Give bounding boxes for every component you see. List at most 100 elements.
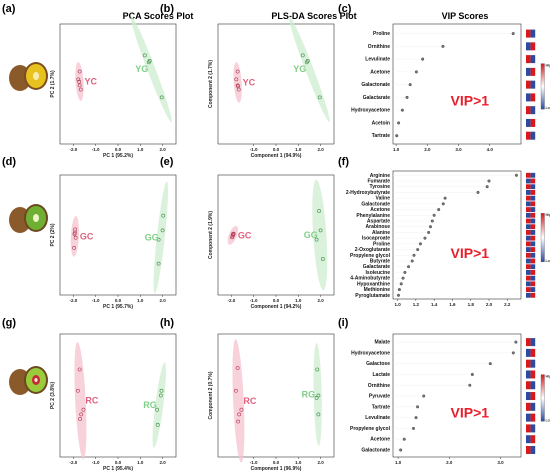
metabolite-label: Fumarate bbox=[367, 179, 390, 185]
color-scale-bar-i bbox=[540, 374, 545, 422]
heat-cell-a bbox=[526, 184, 531, 190]
point-rc bbox=[237, 412, 242, 417]
kiwi-green-illustration bbox=[9, 204, 48, 233]
vip-point bbox=[403, 270, 407, 274]
metabolite-label: Galactonate bbox=[361, 447, 390, 453]
x-tick-label-d: 1.0 bbox=[137, 298, 144, 303]
heat-cell-a bbox=[526, 118, 531, 127]
x-tick-label-d: 2.0 bbox=[159, 298, 166, 303]
group-label-yg: YG bbox=[135, 64, 148, 74]
heat-cell-b bbox=[530, 281, 536, 287]
confidence-ellipse-gg bbox=[153, 181, 169, 294]
group-label-yc: YC bbox=[84, 77, 97, 87]
vip-x-tick-label-i: 1.0 bbox=[395, 460, 402, 465]
vip-x-tick-label-f: 2.0 bbox=[486, 302, 493, 307]
metabolite-label: 2-Hydroxybutyrate bbox=[346, 190, 390, 196]
heat-cell-a bbox=[526, 29, 531, 38]
y-axis-label-h: Component 2 (0.7%) bbox=[208, 371, 214, 419]
heat-cell-b bbox=[530, 67, 536, 76]
metabolite-label: Galactonate bbox=[361, 201, 390, 207]
heat-cell-a bbox=[526, 281, 531, 287]
x-tick-label-e: 2.0 bbox=[317, 298, 324, 303]
heat-cell-a bbox=[526, 55, 531, 64]
vip-point bbox=[514, 340, 518, 344]
vip-point bbox=[412, 253, 416, 257]
group-label-yc: YC bbox=[243, 77, 256, 87]
heat-cell-a bbox=[526, 252, 531, 258]
heat-cell-a bbox=[526, 370, 531, 379]
vip-point bbox=[414, 70, 418, 74]
point-gg bbox=[161, 213, 166, 218]
pca-column-title: PCA Scores Plot bbox=[123, 11, 194, 21]
x-tick-label-a: 1.0 bbox=[137, 147, 144, 152]
point-rc bbox=[79, 412, 84, 417]
point-rg bbox=[316, 412, 321, 417]
heat-cell-b bbox=[530, 42, 536, 51]
vip-x-tick-label-f: 2.2 bbox=[504, 302, 511, 307]
metabolite-label: Lactate bbox=[372, 372, 390, 378]
point-gg bbox=[160, 228, 165, 233]
point-yc bbox=[78, 87, 83, 92]
kiwi-red-illustration bbox=[9, 366, 48, 395]
group-label-yg: YG bbox=[293, 64, 306, 74]
metabolite-label: Hydroxyacetone bbox=[351, 108, 390, 114]
heat-cell-b bbox=[530, 172, 536, 178]
metabolite-label: Isoleucine bbox=[366, 270, 391, 276]
vip-point bbox=[414, 416, 418, 420]
color-scale-high: High bbox=[546, 375, 550, 379]
color-scale-high: High bbox=[546, 213, 550, 217]
heat-cell-a bbox=[526, 218, 531, 224]
x-tick-label-a: 0.0 bbox=[115, 147, 122, 152]
vip-threshold-label-f: VIP>1 bbox=[451, 245, 490, 261]
heat-cell-a bbox=[526, 424, 531, 433]
point-rg bbox=[155, 407, 159, 412]
vip-point bbox=[416, 405, 420, 409]
metabolite-label: Galactose bbox=[366, 361, 390, 367]
metabolite-label: Hypoxanthine bbox=[357, 281, 390, 287]
confidence-ellipse-rg bbox=[152, 362, 166, 448]
heat-cell-a bbox=[526, 402, 531, 411]
metabolite-label: 2-Oxoglutarate bbox=[355, 247, 391, 253]
point-yc bbox=[77, 69, 82, 74]
metabolite-label: Acetoin bbox=[372, 120, 390, 126]
heat-cell-b bbox=[530, 201, 536, 207]
heat-cell-a bbox=[526, 247, 531, 252]
heat-cell-a bbox=[526, 230, 531, 235]
vip-threshold-label-i: VIP>1 bbox=[451, 405, 490, 421]
vip-point bbox=[487, 179, 491, 183]
vip-point bbox=[432, 213, 436, 217]
point-rc bbox=[239, 407, 244, 412]
metabolite-label: 4-Aminobutyrate bbox=[350, 276, 390, 282]
heat-cell-b bbox=[530, 195, 536, 201]
heat-cell-b bbox=[530, 445, 536, 454]
vip-point bbox=[400, 108, 404, 112]
vip-x-tick-label-c: 2.0 bbox=[424, 147, 431, 152]
metabolite-label: Levulinate bbox=[365, 57, 390, 63]
point-gg bbox=[320, 257, 325, 261]
metabolite-label: Propylene glycol bbox=[350, 253, 391, 259]
confidence-ellipse-rc bbox=[74, 342, 87, 460]
heat-cell-a bbox=[526, 42, 531, 51]
metabolite-label: Proline bbox=[373, 31, 390, 37]
heat-cell-b bbox=[530, 424, 536, 433]
y-axis-label-e: Component 2 (1.9%) bbox=[208, 211, 214, 259]
heat-cell-a bbox=[526, 80, 531, 89]
x-tick-label-d: -2.0 bbox=[70, 298, 78, 303]
vip-point bbox=[397, 288, 401, 292]
kiwi-yellow-illustration bbox=[9, 62, 48, 91]
vip-point bbox=[441, 44, 445, 48]
panel-label-h: (h) bbox=[160, 317, 174, 329]
color-scale-low: Low bbox=[546, 106, 550, 110]
vip-point bbox=[395, 134, 399, 138]
panel-label-e: (e) bbox=[160, 156, 174, 168]
x-tick-label-g: 0.0 bbox=[115, 460, 122, 465]
point-gg bbox=[156, 261, 161, 266]
heat-cell-b bbox=[530, 392, 536, 401]
x-tick-label-d: -1.0 bbox=[92, 298, 100, 303]
vip-frame-c bbox=[392, 23, 522, 145]
heat-cell-a bbox=[526, 413, 531, 422]
y-axis-label-b: Component 2 (1.7%) bbox=[208, 60, 214, 108]
heat-cell-b bbox=[530, 118, 536, 127]
metabolite-label: Propylene glycol bbox=[350, 426, 391, 432]
